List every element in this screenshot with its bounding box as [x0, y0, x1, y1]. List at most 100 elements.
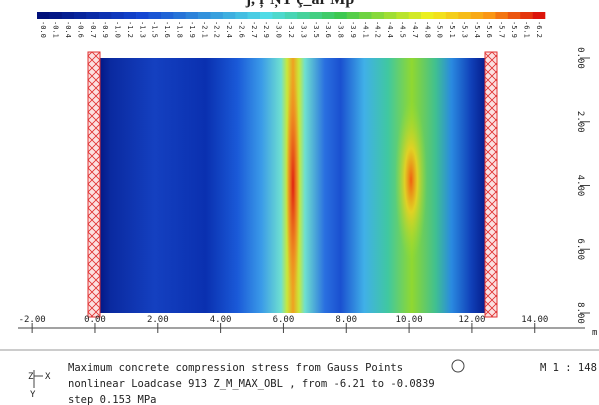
colorbar-label: -0.4	[64, 21, 72, 38]
colorbar-label: -1.9	[188, 21, 196, 38]
colorbar-label: -4.2	[374, 21, 382, 38]
x-tick-label: 12.00	[458, 315, 485, 325]
colorbar-cell	[408, 12, 422, 19]
colorbar-cell	[272, 12, 286, 19]
colorbar-cell	[260, 12, 273, 19]
colorbar-label: -1.6	[163, 21, 171, 38]
contour-field	[87, 51, 498, 318]
footer-line: step 0.153 MPa	[68, 394, 157, 405]
colorbar-cell	[86, 12, 100, 19]
colorbar-label: -4.7	[411, 21, 419, 38]
colorbar-cell	[160, 12, 174, 19]
colorbar-label: -5.0	[436, 21, 444, 38]
colorbar-cell	[247, 12, 261, 19]
colorbar-label: -3.0	[275, 21, 283, 38]
scale: M 1 : 148	[540, 362, 597, 374]
colorbar-label: -0.6	[76, 21, 84, 38]
colorbar-label: -0.9	[101, 21, 109, 38]
colorbar-cell	[49, 12, 63, 19]
colorbar-cell	[235, 12, 248, 19]
colorbar-cell	[198, 12, 211, 19]
x-tick-label: 6.00	[273, 315, 295, 325]
colorbar-cell	[421, 12, 434, 19]
colorbar-cell	[61, 12, 75, 19]
y-tick-label: 8.00	[575, 302, 585, 324]
colorbar-cell	[309, 12, 323, 19]
colorbar-label: -3.8	[337, 21, 345, 38]
colorbar-cell	[98, 12, 112, 19]
colorbar-label: -3.3	[299, 21, 307, 38]
x-tick-label: 10.00	[396, 315, 423, 325]
colorbar-cell	[433, 12, 447, 19]
colorbar-label: -3.6	[324, 21, 332, 38]
colorbar-cell	[148, 12, 162, 19]
colorbar-label: -6.2	[535, 21, 543, 38]
x-tick-label: 0.00	[84, 315, 106, 325]
colorbar-label: -2.9	[262, 21, 270, 38]
colorbar-cell	[123, 12, 137, 19]
colorbar-cell	[37, 12, 50, 19]
colorbar-cell	[495, 12, 509, 19]
colorbar-label: -0.7	[89, 21, 97, 38]
colorbar-cell	[321, 12, 335, 19]
colorbar-label: -3.2	[287, 21, 295, 38]
colorbar-label: -5.3	[460, 21, 468, 38]
symbol	[451, 359, 465, 373]
colorbar-label: -1.5	[151, 21, 159, 38]
colorbar-label: -2.6	[237, 21, 245, 38]
footer-line: nonlinear Loadcase 913 Z_M_MAX_OBL , fro…	[68, 378, 435, 390]
x-unit: m	[592, 328, 597, 338]
colorbar-label: -1.3	[138, 21, 146, 38]
colorbar-label: -4.4	[386, 21, 394, 38]
x-tick-label: 8.00	[335, 315, 357, 325]
colorbar-label: -5.6	[485, 21, 493, 38]
colorbar-cell	[458, 12, 471, 19]
colorbar-cell	[445, 12, 459, 19]
title: ĵ, ŗ ŅŤ ç_ăr Mp	[245, 0, 355, 9]
colorbar-cell	[396, 12, 410, 19]
colorbar-cell	[74, 12, 87, 19]
axis-z: Z	[28, 372, 34, 382]
colorbar-label: -2.4	[225, 21, 233, 38]
colorbar-cell	[359, 12, 372, 19]
colorbar-cell	[185, 12, 199, 19]
colorbar-cell	[222, 12, 236, 19]
colorbar-label: -0.0	[39, 21, 47, 38]
axis-x: X	[45, 372, 51, 382]
colorbar-label: -5.4	[473, 21, 481, 38]
colorbar-cell	[284, 12, 298, 19]
x-tick-label: 14.00	[521, 315, 548, 325]
y-tick-label: 2.00	[575, 111, 585, 133]
axis-y: Y	[30, 390, 36, 400]
colorbar-label: -0.1	[52, 21, 60, 38]
x-tick-label: 2.00	[147, 315, 169, 325]
colorbar-cell	[520, 12, 533, 19]
colorbar-label: -4.5	[399, 21, 407, 38]
colorbar-label: -1.2	[126, 21, 134, 38]
x-tick-label: -2.00	[19, 315, 46, 325]
colorbar-cell	[173, 12, 186, 19]
colorbar-cell	[532, 12, 546, 19]
colorbar-label: -2.7	[250, 21, 258, 38]
colorbar-cell	[507, 12, 521, 19]
colorbar-label: -5.7	[498, 21, 506, 38]
colorbar-cell	[297, 12, 310, 19]
colorbar-label: -5.9	[510, 21, 518, 38]
colorbar-cell	[210, 12, 224, 19]
y-tick-label: 4.00	[575, 175, 585, 197]
colorbar-label: -2.1	[200, 21, 208, 38]
colorbar-cell	[111, 12, 125, 19]
colorbar-cell	[470, 12, 484, 19]
colorbar-cell	[383, 12, 397, 19]
colorbar-cell	[346, 12, 360, 19]
colorbar-label: -2.2	[213, 21, 221, 38]
colorbar-label: -3.9	[349, 21, 357, 38]
colorbar-label: -1.8	[175, 21, 183, 38]
y-tick-label: 6.00	[575, 238, 585, 260]
colorbar-label: -1.0	[114, 21, 122, 38]
colorbar-label: -4.1	[361, 21, 369, 38]
colorbar-cell	[334, 12, 348, 19]
colorbar-label: -4.8	[423, 21, 431, 38]
footer-line: Maximum concrete compression stress from…	[68, 362, 403, 374]
